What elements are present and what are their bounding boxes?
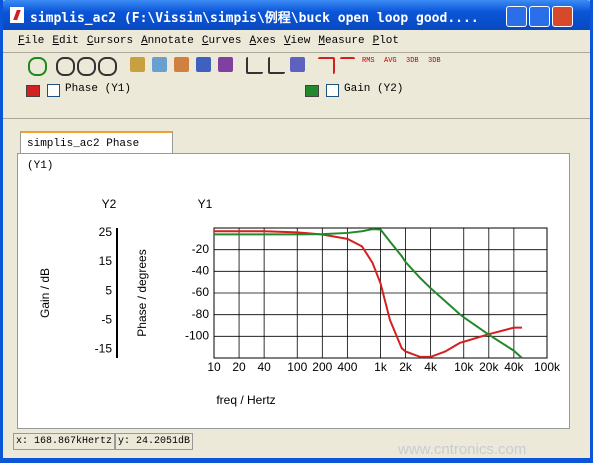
- tool-button[interactable]: [77, 57, 96, 76]
- tool-label[interactable]: 3DB: [406, 57, 419, 65]
- y2-title: Y2: [102, 197, 117, 211]
- tool-button[interactable]: [340, 57, 355, 74]
- x-tick-label: 20k: [479, 360, 499, 374]
- watermark: www.cntronics.com: [398, 441, 527, 458]
- menu-item[interactable]: Plot: [372, 35, 399, 47]
- menu-item[interactable]: Measure: [318, 35, 365, 47]
- y1-axis-label: Phase / degrees: [135, 249, 149, 336]
- menu-item[interactable]: Annotate: [141, 35, 194, 47]
- x-tick-label: 2k: [399, 360, 413, 374]
- menu-item[interactable]: Curves: [201, 35, 242, 47]
- y1-tick-label: -40: [192, 264, 210, 278]
- tool-label[interactable]: RMS: [362, 57, 375, 65]
- tool-label[interactable]: 3DB: [428, 57, 441, 65]
- y2-axis-label: Gain / dB: [38, 268, 52, 318]
- menu-bar: File Edit Cursors Annotate Curves Axes View Mea…: [18, 35, 407, 47]
- y2-tick-label: 15: [99, 254, 113, 268]
- separator: [0, 52, 593, 53]
- x-tick-label: 10k: [454, 360, 474, 374]
- app-icon: [10, 7, 24, 23]
- y2-tick-label: -15: [95, 341, 113, 355]
- tool-button[interactable]: [98, 57, 117, 76]
- x-tick-label: 10: [207, 360, 221, 374]
- tab[interactable]: simplis_ac2 Phase (Y1): [20, 131, 173, 172]
- tool-label[interactable]: AVG: [384, 57, 397, 65]
- x-axis-label: freq / Hertz: [216, 393, 275, 407]
- x-tick-label: 4k: [424, 360, 438, 374]
- tool-button[interactable]: [196, 57, 211, 72]
- window-border: [590, 0, 593, 463]
- tool-button[interactable]: [218, 57, 233, 72]
- menu-item[interactable]: File: [18, 35, 45, 47]
- window-border: [0, 0, 3, 463]
- maximize-button[interactable]: [529, 6, 550, 27]
- x-tick-label: 1k: [374, 360, 388, 374]
- close-button[interactable]: [552, 6, 573, 27]
- menu-item[interactable]: View: [283, 35, 311, 47]
- legend-label: Phase (Y1): [65, 83, 132, 95]
- tool-button[interactable]: [28, 57, 47, 76]
- x-tick-label: 100k: [534, 360, 561, 374]
- legend-swatch: [305, 85, 319, 97]
- x-tick-label: 400: [337, 360, 357, 374]
- series-line: [214, 230, 522, 358]
- status-x: x: 168.867kHertz: [13, 433, 116, 450]
- menu-item[interactable]: Axes: [249, 35, 276, 47]
- x-tick-label: 40k: [504, 360, 524, 374]
- window-title: simplis_ac2 (F:\Vissim\simpis\例程\buck op…: [30, 11, 479, 26]
- tool-button[interactable]: [56, 57, 75, 76]
- menu-item[interactable]: Edit: [52, 35, 79, 47]
- tool-button[interactable]: [268, 57, 285, 74]
- status-y: y: 24.2051dB: [115, 433, 194, 450]
- checkbox[interactable]: [47, 84, 60, 97]
- tool-button[interactable]: [318, 57, 335, 74]
- y1-tick-label: -80: [192, 307, 210, 321]
- x-tick-label: 20: [232, 360, 246, 374]
- separator: [0, 118, 593, 119]
- minimize-button[interactable]: [506, 6, 527, 27]
- tool-button[interactable]: [246, 57, 263, 74]
- tool-button[interactable]: [152, 57, 167, 72]
- series-line: [214, 228, 523, 359]
- y1-tick-label: -60: [192, 285, 210, 299]
- plot-panel: [17, 153, 570, 429]
- y1-title: Y1: [198, 197, 213, 211]
- y2-tick-label: 5: [105, 283, 112, 297]
- y1-tick-label: -20: [192, 242, 210, 256]
- menu-item[interactable]: Cursors: [86, 35, 134, 47]
- window-border: [0, 458, 593, 463]
- tool-button[interactable]: [290, 57, 305, 72]
- legend-swatch: [26, 85, 40, 97]
- tool-button[interactable]: [174, 57, 189, 72]
- checkbox[interactable]: [326, 84, 339, 97]
- y1-tick-label: -100: [185, 329, 209, 343]
- y2-tick-label: 25: [99, 225, 113, 239]
- y2-tick-label: -5: [101, 312, 112, 326]
- x-tick-label: 40: [257, 360, 271, 374]
- title-bar: [0, 0, 593, 30]
- legend-label: Gain (Y2): [344, 83, 404, 95]
- x-tick-label: 100: [287, 360, 307, 374]
- x-tick-label: 200: [312, 360, 332, 374]
- tool-button[interactable]: [130, 57, 145, 72]
